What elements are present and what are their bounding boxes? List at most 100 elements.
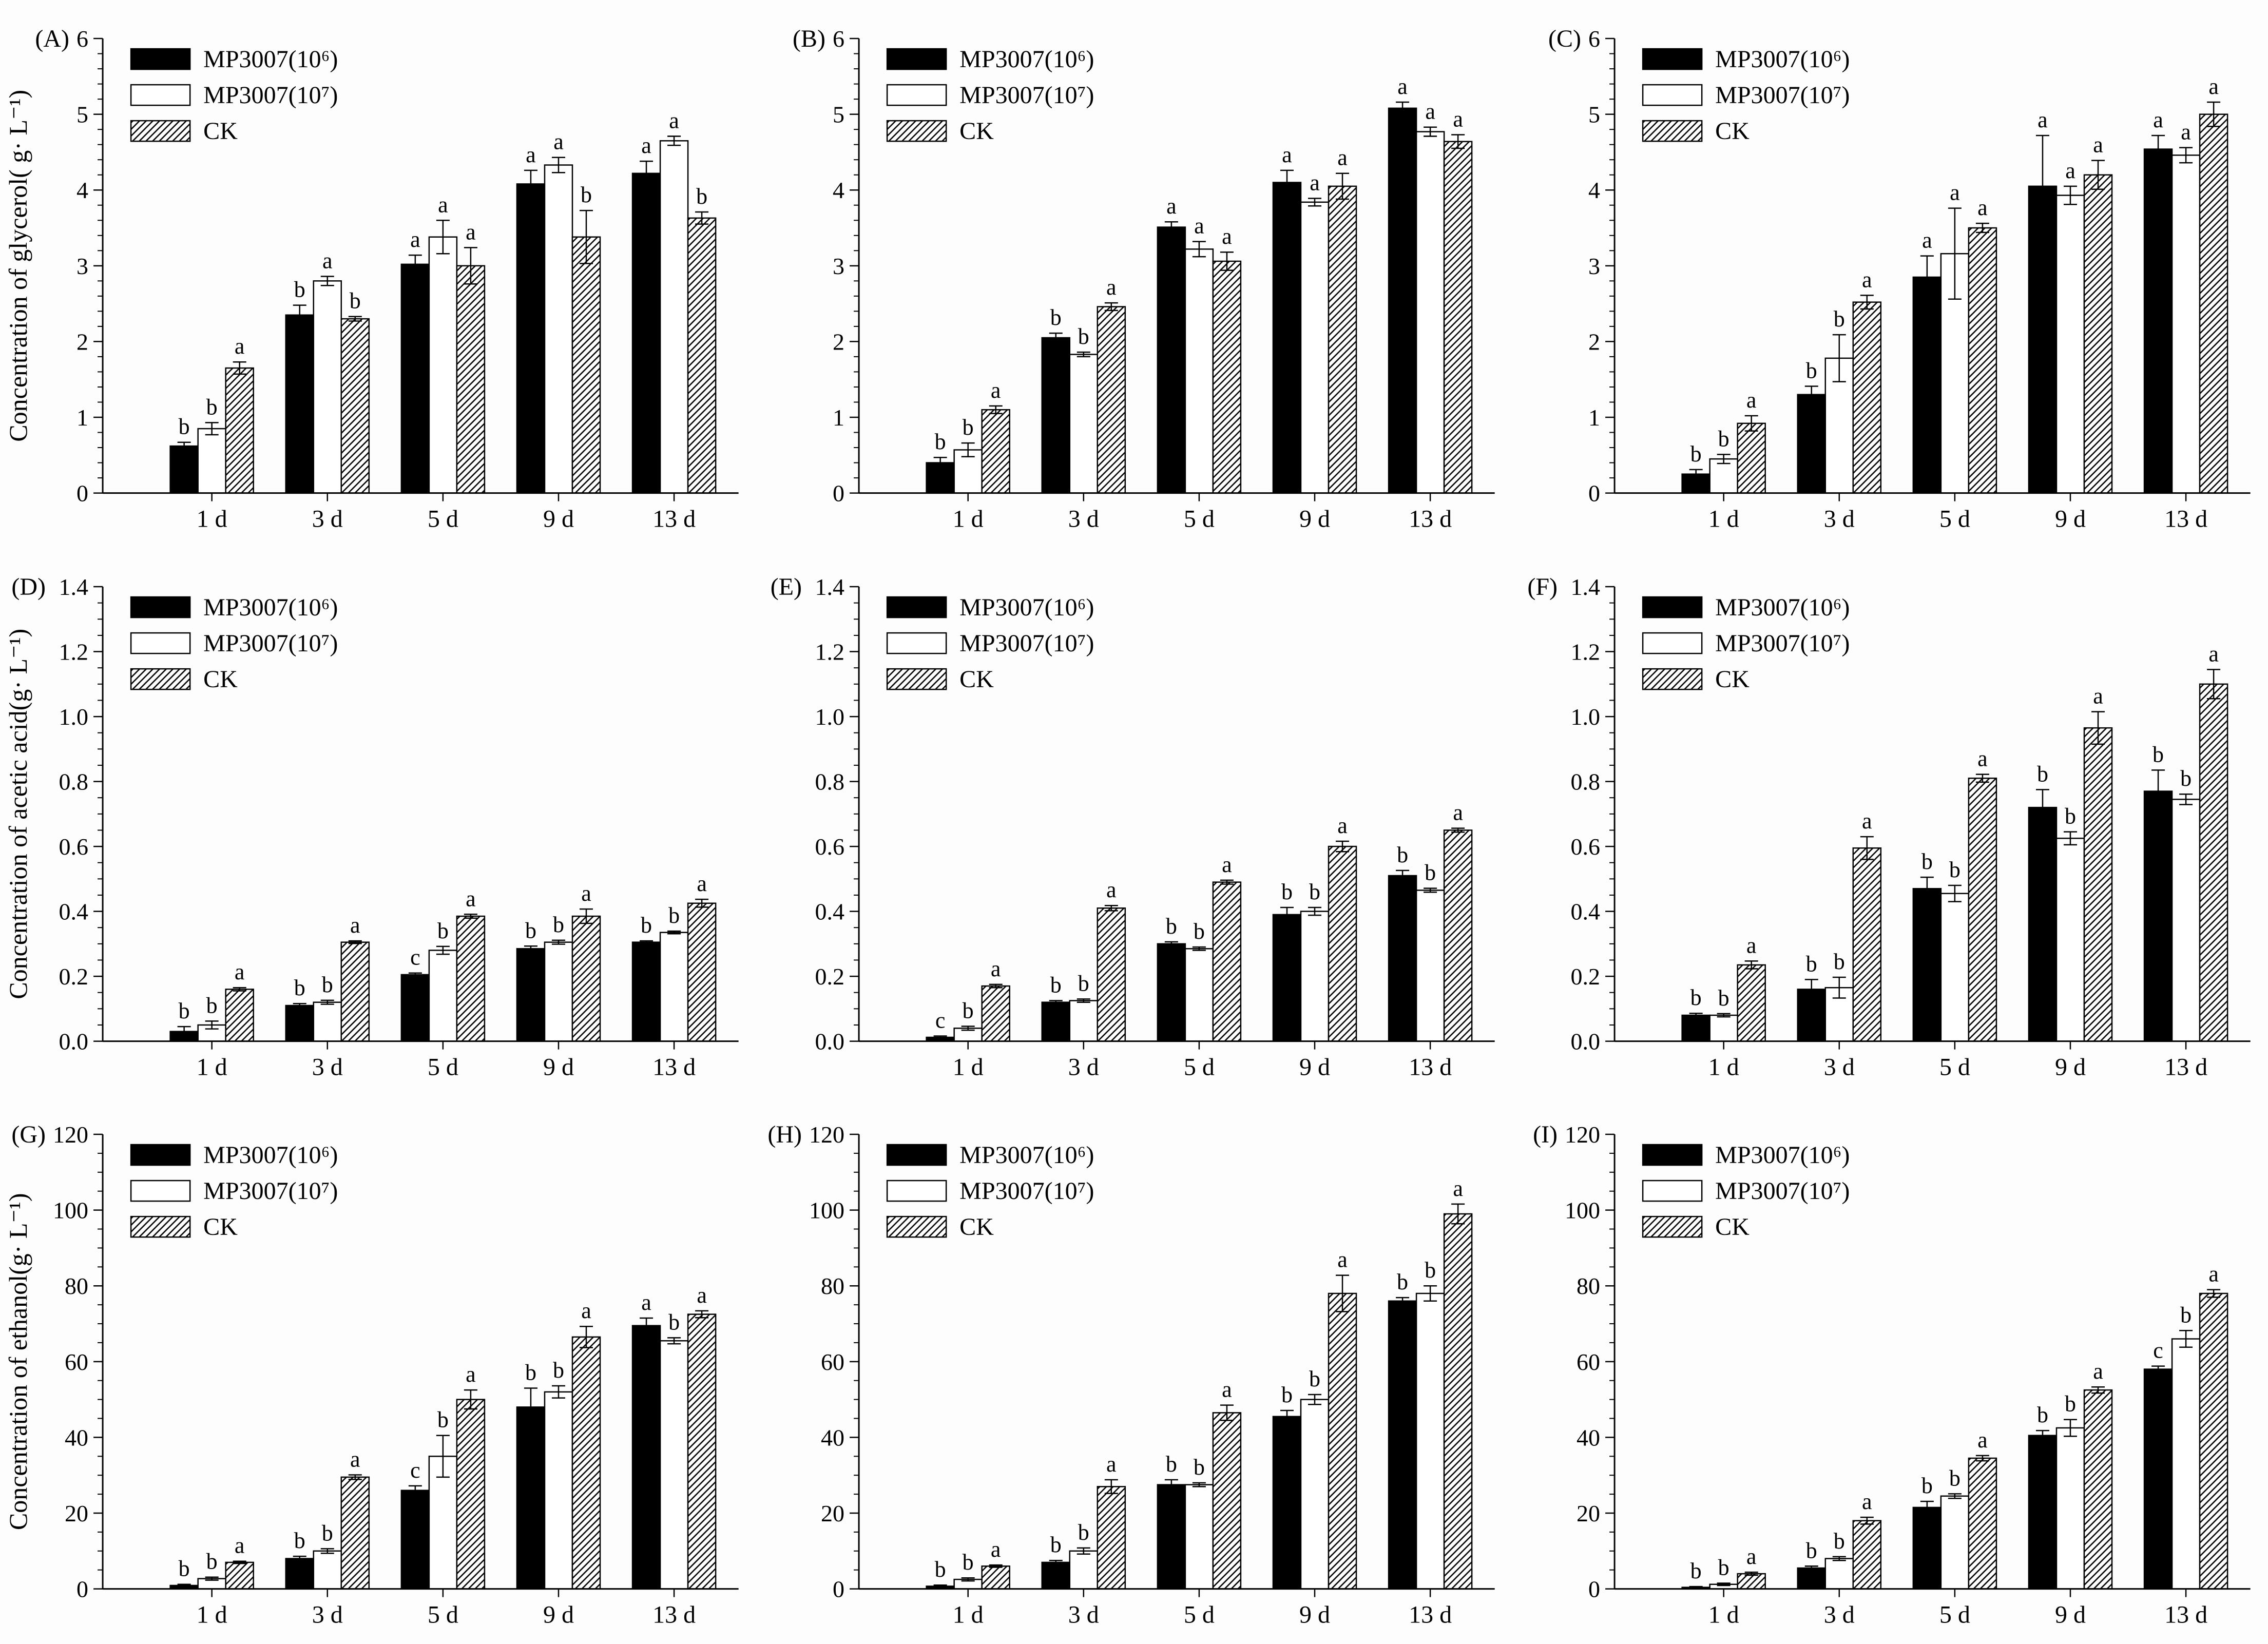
bar <box>544 941 573 1042</box>
legend-label: CK <box>959 666 994 693</box>
x-tick-label: 5 d <box>428 1601 458 1629</box>
sig-letter: b <box>1690 441 1702 467</box>
sig-letter: b <box>2180 766 2192 791</box>
bar <box>1212 881 1241 1042</box>
sig-letter: b <box>179 998 190 1023</box>
legend-swatch <box>130 84 191 106</box>
sig-letter: a <box>1862 808 1872 834</box>
sig-letter: a <box>669 108 679 133</box>
legend-label: MP3007(10⁶) <box>1716 594 1850 621</box>
bar-group-1 d-series-2: a <box>981 956 1010 1042</box>
error-bar <box>177 1583 191 1588</box>
bar-group-5 d-series-2: a <box>1212 224 1241 494</box>
error-bar <box>464 247 477 285</box>
sig-letter: a <box>991 1537 1001 1562</box>
bar-group-9 d-series-2: a <box>2084 132 2113 494</box>
bar <box>1797 394 1827 494</box>
bar <box>1069 1550 1098 1590</box>
error-bar <box>1920 255 1934 299</box>
x-tick-label: 3 d <box>1068 506 1099 533</box>
x-tick-label: 9 d <box>1299 1601 1330 1629</box>
error-bar <box>524 1387 537 1427</box>
bar-group-3 d-series-0: b <box>1041 1533 1070 1590</box>
bar <box>981 985 1010 1042</box>
x-tick-label: 13 d <box>652 1601 696 1629</box>
error-bar <box>2151 1365 2165 1374</box>
bar <box>2199 683 2228 1042</box>
y-tick-label: 80 <box>1577 1273 1600 1300</box>
error-bar <box>2179 793 2193 805</box>
error-bar <box>961 442 975 457</box>
bar-group-9 d-series-1: b <box>544 1358 573 1590</box>
legend-label: MP3007(10⁶) <box>1716 46 1850 73</box>
y-axis-title: Concentration of acetic acid(g· L⁻¹) <box>4 629 32 999</box>
legend-swatch <box>130 596 191 618</box>
bar-group-3 d-series-0: b <box>1041 972 1070 1042</box>
error-bar <box>1423 1285 1437 1302</box>
bar-group-3 d-series-1: b <box>1824 1529 1854 1590</box>
bar-group-13 d-series-2: a <box>2199 1262 2228 1590</box>
panel-label: (D) <box>11 573 46 601</box>
bar-group-13 d-series-2: a <box>1443 106 1473 494</box>
error-bar <box>1077 1547 1090 1555</box>
error-bar <box>1280 906 1294 922</box>
bar-group-13 d-series-1: b <box>659 1310 689 1590</box>
error-bar <box>1335 840 1349 853</box>
panel-label: (F) <box>1528 573 1558 601</box>
bar <box>1681 1014 1711 1042</box>
sig-letter: a <box>581 1299 591 1324</box>
sig-letter: a <box>1166 194 1177 219</box>
bar <box>1041 337 1070 494</box>
error-bar <box>1077 998 1090 1003</box>
sig-letter: a <box>466 1362 476 1387</box>
bar-group-13 d-series-2: a <box>1443 800 1473 1042</box>
bar-group-3 d-series-0: b <box>285 1528 315 1590</box>
bar-group-9 d-series-1: a <box>2056 158 2085 494</box>
bar <box>1415 889 1445 1042</box>
sig-letter: b <box>179 414 190 439</box>
bar <box>1097 1486 1126 1590</box>
sig-letter: b <box>934 429 946 454</box>
sig-letter: a <box>350 913 360 938</box>
error-bar <box>667 136 681 146</box>
error-bar <box>1805 978 1819 1000</box>
sig-letter: a <box>1194 214 1204 239</box>
error-bar <box>1745 960 1759 970</box>
sig-letter: a <box>641 1290 651 1315</box>
bar-group-9 d-series-1: a <box>1300 170 1329 494</box>
bar-group-13 d-series-2: b <box>687 184 717 494</box>
bar <box>687 1313 717 1590</box>
error-bar <box>348 940 362 944</box>
bar-group-5 d-series-0: b <box>1157 914 1186 1042</box>
bar <box>1212 1412 1241 1590</box>
sig-letter: b <box>668 903 680 928</box>
legend-swatch <box>886 596 947 618</box>
bar <box>1157 1484 1186 1590</box>
x-tick-label: 13 d <box>1409 506 1452 533</box>
error-bar <box>1335 172 1349 200</box>
y-tick-label: 80 <box>65 1273 88 1300</box>
sig-letter: a <box>2038 107 2048 132</box>
sig-letter: b <box>322 1521 333 1546</box>
x-tick-label: 5 d <box>428 506 458 533</box>
x-tick-label: 1 d <box>1708 1601 1739 1629</box>
y-tick-label: 1.0 <box>815 704 844 730</box>
y-tick-label: 0 <box>1588 1576 1600 1602</box>
bar <box>516 1406 546 1590</box>
sig-letter: a <box>553 129 564 154</box>
error-bar <box>1395 869 1409 882</box>
bar <box>1415 131 1445 494</box>
legend-swatch <box>1642 596 1703 618</box>
bar-group-3 d-series-2: a <box>1097 1452 1126 1590</box>
bar-group-3 d-series-1: b <box>1069 971 1098 1042</box>
bar-group-3 d-series-1: a <box>313 248 342 494</box>
x-tick-label: 3 d <box>1824 1601 1855 1629</box>
sig-letter: a <box>235 959 245 984</box>
bar-group-3 d-series-0: b <box>1797 1538 1827 1590</box>
sig-letter: c <box>2154 1338 2164 1363</box>
error-bar <box>205 1576 219 1581</box>
y-tick-label: 80 <box>821 1273 844 1300</box>
bar <box>340 1476 370 1590</box>
